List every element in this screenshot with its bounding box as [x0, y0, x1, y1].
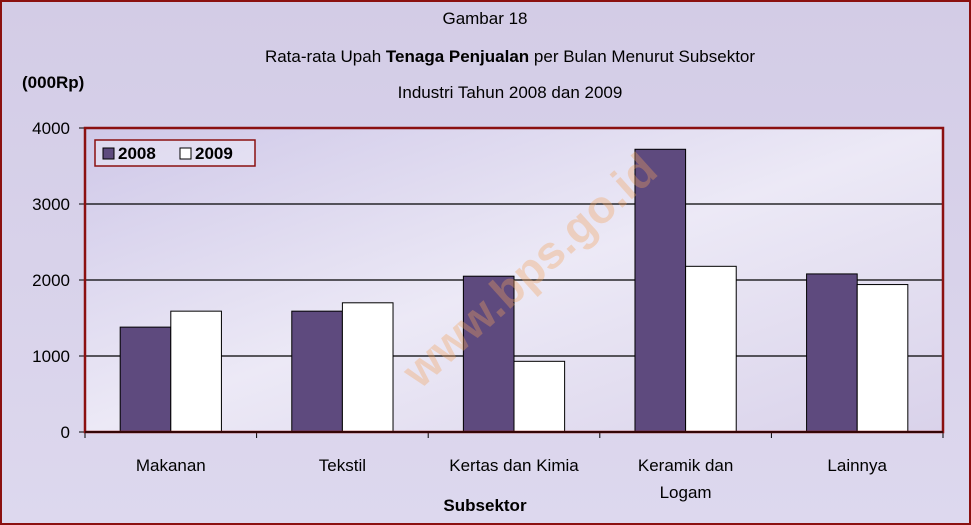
y-tick-label: 3000: [32, 195, 70, 214]
subtitle-part: Rata-rata Upah: [265, 47, 381, 66]
y-tick-label: 1000: [32, 347, 70, 366]
legend-swatch: [102, 147, 115, 160]
chart-subtitle: Industri Tahun 2008 dan 2009: [398, 83, 623, 102]
bar: [685, 265, 737, 433]
legend-label: 2008: [118, 144, 156, 163]
subtitle-part: per Bulan Menurut Subsektor: [534, 47, 755, 66]
x-tick-label: Makanan: [135, 456, 206, 475]
bar: [856, 284, 909, 433]
y-axis-label: (000Rp): [22, 73, 84, 92]
bar: [341, 302, 394, 433]
x-tick-label: Keramik dan Logam: [637, 456, 734, 502]
legend-label: 2009: [195, 144, 233, 163]
bar: [513, 360, 566, 433]
bar: [462, 275, 515, 433]
chart-subtitle: Rata-rata Upah Tenaga Penjualan per Bula…: [265, 47, 755, 66]
y-tick-label: 0: [61, 423, 70, 442]
legend-swatch: [179, 147, 192, 160]
bar: [806, 273, 858, 433]
subtitle-bold: Tenaga Penjualan: [386, 47, 529, 66]
bar: [291, 310, 343, 433]
legend-box: [94, 139, 256, 167]
bar: [119, 326, 172, 433]
x-tick-label: Kertas dan Kimia: [449, 456, 579, 475]
y-tick-label: 4000: [32, 119, 70, 138]
bar: [170, 310, 222, 433]
x-axis-label: Subsektor: [443, 496, 527, 515]
x-tick-label: Tekstil: [318, 456, 366, 475]
y-tick-label: 2000: [32, 271, 70, 290]
x-tick-label: Lainnya: [827, 456, 887, 475]
chart-title: Gambar 18: [442, 9, 527, 28]
